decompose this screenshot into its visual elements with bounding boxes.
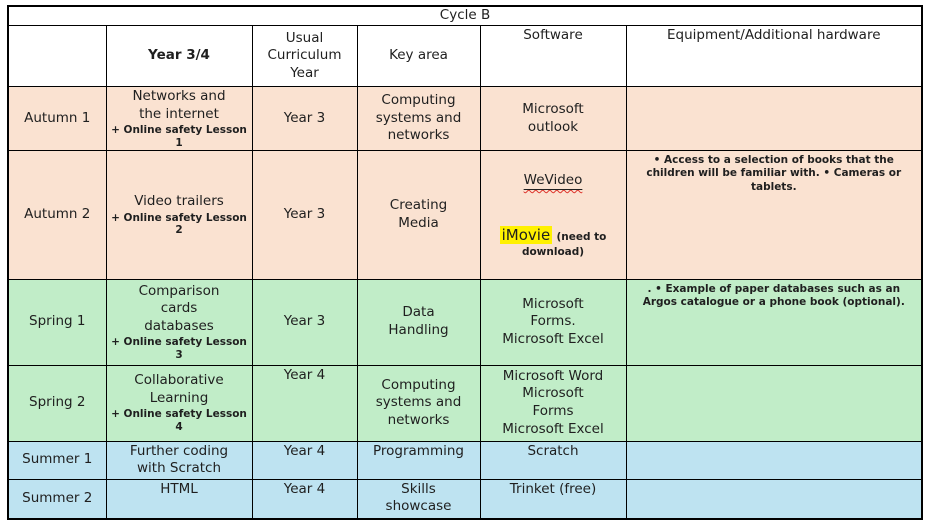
topic-note: + Online safety Lesson 2 xyxy=(111,211,247,237)
key-area-cell: Computing systems and networks xyxy=(356,364,481,442)
software-link-text: WeVideo xyxy=(523,171,583,188)
table-row-spring-2: Spring 2 Collaborative Learning + Online … xyxy=(7,364,923,442)
key-area-cell: Creating Media xyxy=(356,150,481,280)
topic-title: Video trailers xyxy=(134,193,224,210)
year-cell: Year 3 xyxy=(251,150,358,280)
equipment-cell xyxy=(625,85,923,152)
equipment-cell xyxy=(625,440,923,480)
software-note: (need to download) xyxy=(521,230,607,259)
header-row: Year 3/4 Usual Curriculum Year Key area … xyxy=(7,25,923,87)
topic-cell: Collaborative Learning + Online safety Le… xyxy=(105,364,253,442)
topic-cell: HTML xyxy=(105,478,253,520)
season-cell: Spring 2 xyxy=(7,364,107,442)
table-row-summer-2: Summer 2 HTML Year 4 Skills showcase Tri… xyxy=(7,478,923,520)
year-cell: Year 3 xyxy=(251,278,358,366)
software-cell: Scratch xyxy=(479,440,627,480)
key-area-cell: Data Handling xyxy=(356,278,481,366)
topic-cell: Networks and the internet + Online safety… xyxy=(105,85,253,152)
table-row-autumn-2: Autumn 2 Video trailers + Online safety L… xyxy=(7,150,923,280)
key-area-cell: Skills showcase xyxy=(356,478,481,520)
topic-note: + Online safety Lesson 4 xyxy=(111,408,247,434)
topic-title: Collaborative Learning xyxy=(134,372,224,406)
title-row: Cycle B xyxy=(7,5,923,26)
equipment-cell: • Access to a selection of books that th… xyxy=(625,150,923,280)
season-cell: Summer 2 xyxy=(7,478,107,520)
topic-note: + Online safety Lesson 1 xyxy=(111,124,247,149)
header-season xyxy=(7,25,107,87)
header-equipment: Equipment/Additional hardware xyxy=(625,25,923,87)
key-area-cell: Programming xyxy=(356,440,481,480)
season-cell: Spring 1 xyxy=(7,278,107,366)
topic-cell: Further coding with Scratch xyxy=(105,440,253,480)
topic-cell: Comparison cards databases + Online safet… xyxy=(105,278,253,366)
equipment-cell: . • Example of paper databases such as a… xyxy=(625,278,923,366)
highlighted-text: iMovie xyxy=(499,225,553,244)
topic-cell: Video trailers + Online safety Lesson 2 xyxy=(105,150,253,280)
season-cell: Summer 1 xyxy=(7,440,107,480)
software-cell: Microsoft Word Microsoft Forms Microsoft… xyxy=(479,364,627,442)
table-row-autumn-1: Autumn 1 Networks and the internet + Onli… xyxy=(7,85,923,152)
season-cell: Autumn 2 xyxy=(7,150,107,280)
season-cell: Autumn 1 xyxy=(7,85,107,152)
topic-title: Comparison cards databases xyxy=(138,282,220,334)
header-year-group: Year 3/4 xyxy=(105,25,253,87)
equipment-cell xyxy=(625,478,923,520)
table-row-summer-1: Summer 1 Further coding with Scratch Yea… xyxy=(7,440,923,480)
key-area-cell: Computing systems and networks xyxy=(356,85,481,152)
software-wevideo: WeVideo xyxy=(485,172,622,190)
topic-note: + Online safety Lesson 3 xyxy=(111,336,247,361)
spellcheck-squiggle: WeVideo xyxy=(524,172,583,188)
table-title: Cycle B xyxy=(7,5,923,26)
topic-title: Networks and the internet xyxy=(132,88,226,122)
header-software: Software xyxy=(479,25,627,87)
year-cell: Year 4 xyxy=(251,478,358,520)
software-cell: Microsoft Forms. Microsoft Excel xyxy=(479,278,627,366)
software-cell: Microsoft outlook xyxy=(479,85,627,152)
curriculum-table: Cycle B Year 3/4 Usual Curriculum Year K… xyxy=(7,5,924,520)
topic-title: Further coding with Scratch xyxy=(129,442,229,477)
year-cell: Year 3 xyxy=(251,85,358,152)
year-cell: Year 4 xyxy=(251,440,358,480)
equipment-cell xyxy=(625,364,923,442)
software-cell: Trinket (free) xyxy=(479,478,627,520)
header-key-area: Key area xyxy=(356,25,481,87)
software-imovie: iMovie (need to download) xyxy=(485,225,622,260)
table-row-spring-1: Spring 1 Comparison cards databases + Onl… xyxy=(7,278,923,366)
header-curriculum-year: Usual Curriculum Year xyxy=(251,25,358,87)
software-cell: WeVideo iMovie (need to download) xyxy=(479,150,627,280)
topic-title: HTML xyxy=(160,480,198,497)
year-cell: Year 4 xyxy=(251,364,358,442)
